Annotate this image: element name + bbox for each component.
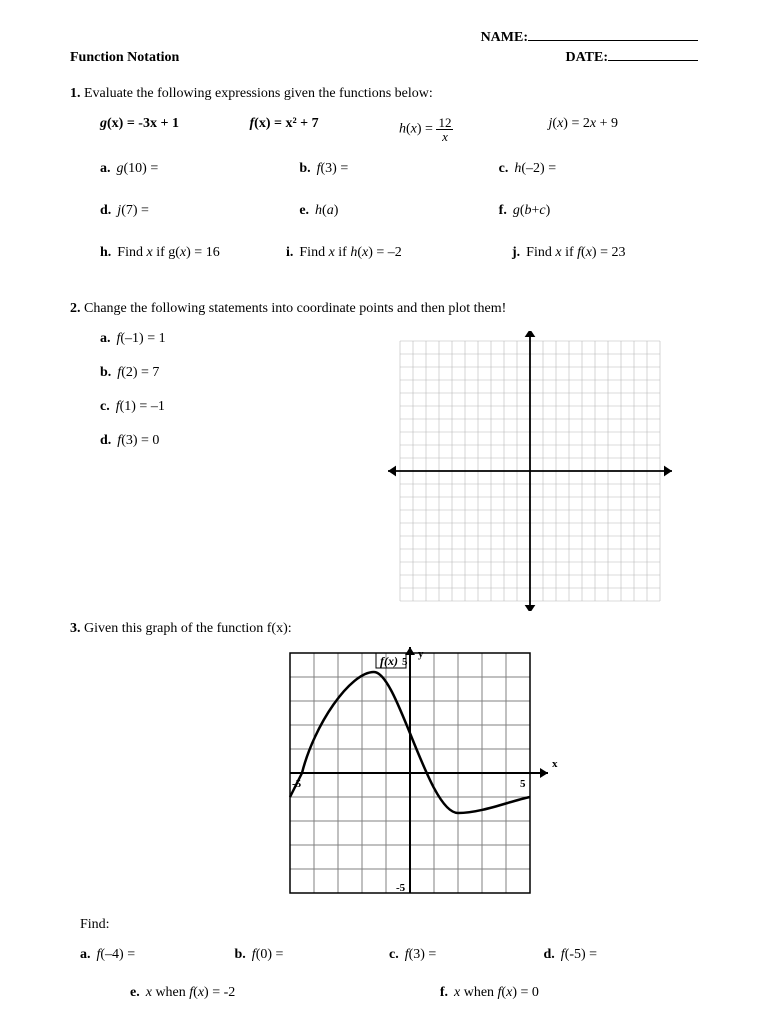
svg-text:5: 5 [402, 656, 408, 668]
q1c: c.h(–2) = [499, 161, 698, 177]
q2a: a.f(–1) = 1 [100, 331, 320, 347]
name-label: NAME: [481, 30, 698, 46]
svg-text:5: 5 [520, 778, 526, 790]
header-row: NAME: [70, 30, 698, 46]
question-1: 1. Evaluate the following expressions gi… [70, 86, 698, 261]
title-row: Function Notation DATE: [70, 50, 698, 66]
svg-text:-5: -5 [396, 882, 406, 894]
svg-text:x: x [552, 758, 558, 770]
q3-row-1: a.f(–4) = b.f(0) = c.f(3) = d.f(-5) = [80, 947, 698, 963]
q1-functions: g(x) = -3x + 1 f(x) = x² + 7 h(x) = 12x … [100, 116, 698, 143]
func-h: h(x) = 12x [399, 116, 549, 143]
q3-find-label: Find: [80, 917, 698, 933]
q3a: a.f(–4) = [80, 947, 235, 963]
q1-row-1: a.g(10) = b.f(3) = c.h(–2) = [100, 161, 698, 177]
q1i: i.Find x if h(x) = –2 [286, 245, 472, 261]
q3d: d.f(-5) = [544, 947, 699, 963]
q2d: d.f(3) = 0 [100, 433, 320, 449]
q1d: d.j(7) = [100, 203, 299, 219]
q1b: b.f(3) = [299, 161, 498, 177]
func-j: j(x) = 2x + 9 [549, 116, 699, 143]
name-blank [528, 40, 698, 41]
date-label: DATE: [565, 50, 698, 66]
svg-text:f(x): f(x) [380, 654, 398, 668]
q1h: h.Find x if g(x) = 16 [100, 245, 286, 261]
question-3: 3. Given this graph of the function f(x)… [70, 621, 698, 1001]
q3f: f.x when f(x) = 0 [440, 985, 698, 1001]
page-title: Function Notation [70, 50, 179, 66]
q1-prompt: 1. Evaluate the following expressions gi… [70, 86, 698, 102]
q3b: b.f(0) = [235, 947, 390, 963]
q1f: f.g(b+c) [499, 203, 698, 219]
q3-prompt: 3. Given this graph of the function f(x)… [70, 621, 698, 637]
q3-grid: y x f(x) 5 -5 5 -5 [270, 643, 698, 903]
svg-text:-5: -5 [292, 778, 302, 790]
date-blank [608, 60, 698, 61]
q1e: e.h(a) [299, 203, 498, 219]
q1-row-3: h.Find x if g(x) = 16 i.Find x if h(x) =… [100, 245, 698, 261]
q1j: j.Find x if f(x) = 23 [472, 245, 698, 261]
q3c: c.f(3) = [389, 947, 544, 963]
q2-grid [380, 331, 680, 611]
svg-text:y: y [418, 648, 424, 660]
q3-row-2: e.x when f(x) = -2 f.x when f(x) = 0 [70, 985, 698, 1001]
q3e: e.x when f(x) = -2 [130, 985, 440, 1001]
q1-row-2: d.j(7) = e.h(a) f.g(b+c) [100, 203, 698, 219]
q2b: b.f(2) = 7 [100, 365, 320, 381]
q2-parts: a.f(–1) = 1 b.f(2) = 7 c.f(1) = –1 d.f(3… [100, 331, 320, 611]
question-2: 2. Change the following statements into … [70, 301, 698, 611]
q2c: c.f(1) = –1 [100, 399, 320, 415]
func-f: f(x) = x² + 7 [250, 116, 400, 143]
coordinate-grid [380, 331, 680, 611]
function-graph: y x f(x) 5 -5 5 -5 [270, 643, 560, 903]
func-g: g(x) = -3x + 1 [100, 116, 250, 143]
q1a: a.g(10) = [100, 161, 299, 177]
q2-prompt: 2. Change the following statements into … [70, 301, 698, 317]
